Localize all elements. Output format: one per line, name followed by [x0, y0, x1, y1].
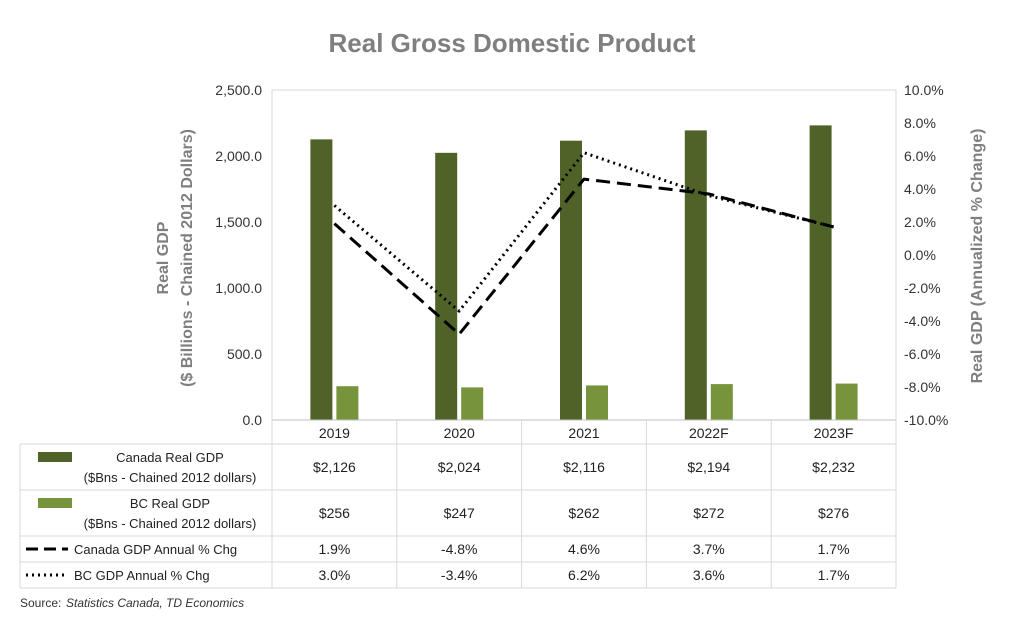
left-tick-label: 500.0: [227, 346, 262, 362]
left-axis-title-line-2: ($ Billions - Chained 2012 Dollars): [179, 129, 196, 387]
right-tick-label: -10.0%: [904, 412, 948, 428]
table-cell-value: 4.6%: [568, 541, 600, 557]
table-cell-value: 1.9%: [318, 541, 350, 557]
right-axis-title: Real GDP (Annualized % Change): [969, 129, 986, 384]
legend-label: BC Real GDP: [130, 496, 210, 511]
chart-title: Real Gross Domestic Product: [329, 28, 696, 58]
left-tick-label: 1,500.0: [215, 214, 262, 230]
table-cell-value: 6.2%: [568, 567, 600, 583]
left-tick-label: 0.0: [243, 412, 263, 428]
canada-gdp-bar: [310, 139, 333, 421]
table-cell-value: $272: [693, 505, 724, 521]
right-tick-label: -8.0%: [904, 379, 941, 395]
category-label: 2021: [568, 425, 599, 441]
table-cell-value: 1.7%: [818, 541, 850, 557]
category-label: 2020: [444, 425, 475, 441]
left-tick-label: 1,000.0: [215, 280, 262, 296]
table-cell-value: -3.4%: [441, 567, 478, 583]
legend-label: Canada Real GDP: [116, 450, 224, 465]
table-cell-value: 1.7%: [818, 567, 850, 583]
left-axis-title-line-1: Real GDP: [155, 221, 172, 294]
right-tick-label: 10.0%: [904, 82, 944, 98]
legend-label: Canada GDP Annual % Chg: [74, 542, 237, 557]
canada-gdp-bar: [809, 125, 832, 420]
legend-swatch: [38, 452, 72, 462]
table-cell-value: $2,116: [563, 459, 605, 475]
category-label: 2019: [319, 425, 350, 441]
right-tick-label: 2.0%: [904, 214, 936, 230]
left-axis-title: Real GDP ($ Billions - Chained 2012 Doll…: [155, 129, 196, 387]
bc-change-line: [333, 151, 834, 313]
table-cell-value: $262: [568, 505, 599, 521]
table-cell-value: $256: [319, 505, 350, 521]
category-label: 2022F: [689, 425, 729, 441]
category-label: 2023F: [814, 425, 854, 441]
table-cell-value: 3.0%: [318, 567, 350, 583]
canada-gdp-bar: [684, 130, 707, 420]
bc-gdp-bar: [835, 383, 858, 420]
right-tick-label: 6.0%: [904, 148, 936, 164]
table-cell-value: 3.7%: [693, 541, 725, 557]
left-tick-label: 2,000.0: [215, 148, 262, 164]
right-tick-label: 0.0%: [904, 247, 936, 263]
bc-gdp-bar: [586, 385, 608, 420]
source-text: Statistics Canada, TD Economics: [66, 596, 244, 610]
bc-gdp-bar: [710, 384, 733, 420]
table-cell-value: -4.8%: [441, 541, 478, 557]
table-cell-value: $2,126: [313, 459, 356, 475]
canada-change-line: [333, 177, 834, 336]
table-cell-value: $2,194: [687, 459, 730, 475]
canada-gdp-bar: [435, 152, 458, 420]
legend-label: BC GDP Annual % Chg: [74, 568, 210, 583]
legend-label: ($Bns - Chained 2012 dollars): [84, 470, 257, 485]
data-table: 2019 2020 2021 2022F 2023F Canada Real GDP ($B…: [19, 420, 897, 589]
table-cell-value: $276: [818, 505, 849, 521]
right-tick-label: 8.0%: [904, 115, 936, 131]
right-tick-label: -4.0%: [904, 313, 941, 329]
legend-label: ($Bns - Chained 2012 dollars): [84, 516, 257, 531]
left-tick-label: 2,500.0: [215, 82, 262, 98]
bc-gdp-bar: [336, 386, 359, 420]
right-tick-label: -2.0%: [904, 280, 941, 296]
table-cell-value: $2,232: [812, 459, 855, 475]
right-tick-label: 4.0%: [904, 181, 936, 197]
source-note: Source: Statistics Canada, TD Economics: [20, 596, 244, 610]
table-cell-value: 3.6%: [693, 567, 725, 583]
table-cell-value: $247: [444, 505, 475, 521]
legend-swatch: [38, 498, 72, 508]
source-label: Source:: [20, 596, 61, 610]
right-tick-label: -6.0%: [904, 346, 941, 362]
table-cell-value: $2,024: [438, 459, 481, 475]
plot-area: 0.0 500.0 1,000.0 1,500.0 2,000.0 2,500.0 -10.…: [215, 82, 948, 428]
bc-gdp-bar: [461, 387, 484, 420]
canada-gdp-bar: [560, 140, 582, 421]
